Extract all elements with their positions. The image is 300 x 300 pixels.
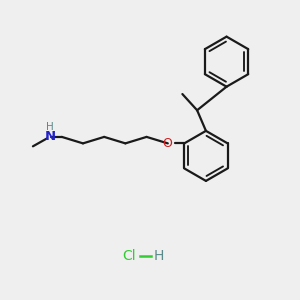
Text: N: N — [44, 130, 56, 143]
Text: H: H — [46, 122, 54, 132]
Text: H: H — [154, 249, 164, 263]
Text: Cl: Cl — [123, 249, 136, 263]
Text: O: O — [163, 137, 172, 150]
